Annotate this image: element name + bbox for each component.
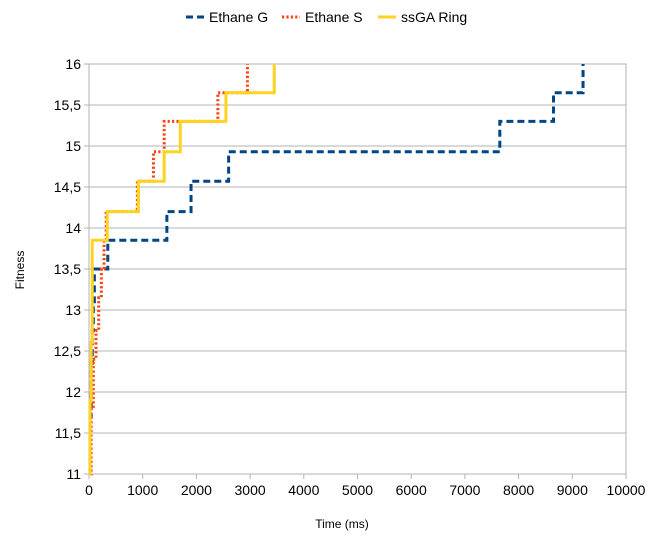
x-tick-label: 2000 <box>181 482 212 498</box>
y-tick-label: 12 <box>65 384 81 400</box>
x-tick-label: 8000 <box>503 482 534 498</box>
x-tick-label: 9000 <box>557 482 588 498</box>
series-group <box>88 64 585 476</box>
y-tick-label: 16 <box>65 56 81 72</box>
y-tick-label: 11,5 <box>55 425 81 441</box>
x-tick-label: 0 <box>85 482 93 498</box>
plot-frame <box>88 63 627 475</box>
x-tick-label: 3000 <box>235 482 266 498</box>
grid <box>89 63 626 475</box>
legend-label: Ethane S <box>305 9 363 25</box>
tick-labels: 11 11,5 12 12,5 13 13,5 14 14,5 15 15,5 16 0 1000 200… <box>54 56 646 498</box>
legend-label: ssGA Ring <box>401 9 467 25</box>
y-tick-label: 13,5 <box>54 261 81 277</box>
x-tick-label: 10000 <box>607 482 646 498</box>
x-tick-label: 4000 <box>288 482 319 498</box>
y-tick-label: 14 <box>65 220 81 236</box>
series-line-ethane-s <box>89 64 249 476</box>
x-tick-label: 6000 <box>396 482 427 498</box>
y-tick-label: 14,5 <box>54 179 81 195</box>
y-tick-label: 12,5 <box>54 343 81 359</box>
y-axis-title: Fitness <box>13 251 27 290</box>
legend: Ethane G Ethane S ssGA Ring <box>186 9 467 25</box>
x-tick-label: 1000 <box>127 482 158 498</box>
y-tick-label: 15 <box>65 138 81 154</box>
x-tick-label: 7000 <box>449 482 480 498</box>
legend-label: Ethane G <box>209 9 268 25</box>
y-tick-label: 13 <box>65 302 81 318</box>
x-tick-label: 5000 <box>342 482 373 498</box>
series-line-ssga-ring <box>88 64 276 476</box>
y-tick-label: 15,5 <box>54 97 81 113</box>
y-tick-label: 11 <box>66 466 81 482</box>
x-axis-title: Time (ms) <box>315 517 369 531</box>
